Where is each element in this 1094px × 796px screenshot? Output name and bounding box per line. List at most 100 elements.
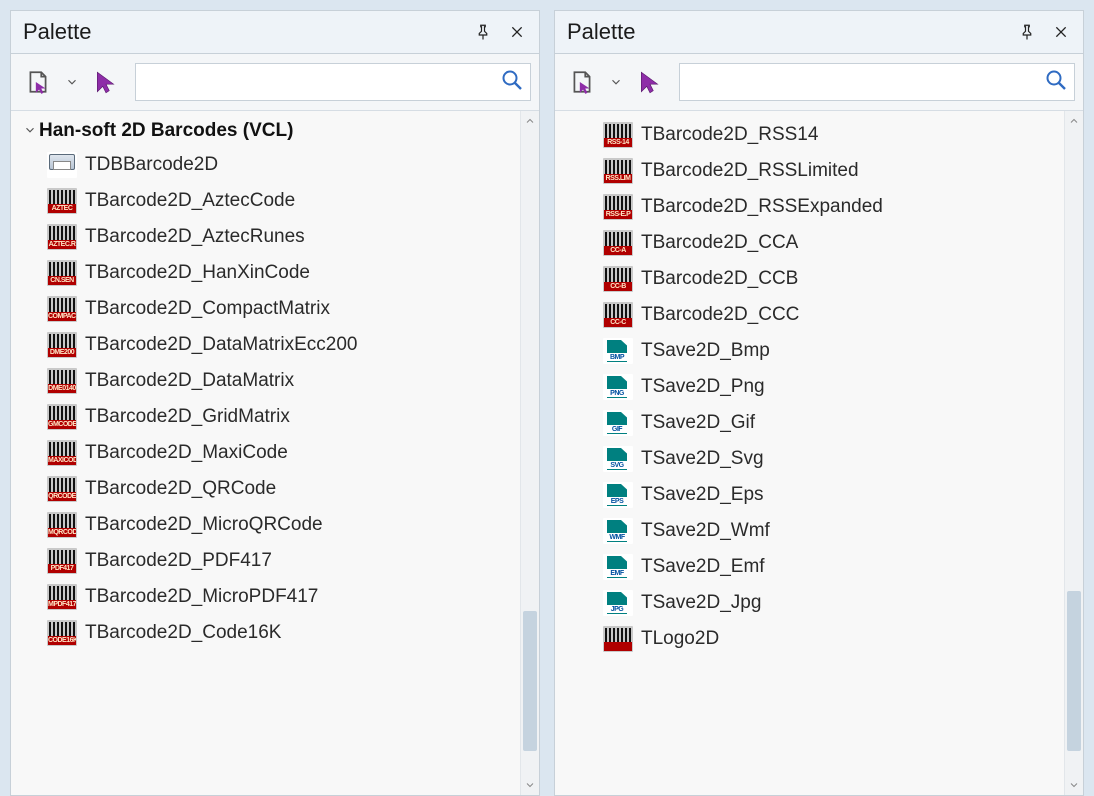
component-item[interactable]: TLogo2D: [559, 621, 1062, 657]
component-item[interactable]: AZTEC.R TBarcode2D_AztecRunes: [15, 219, 518, 255]
close-icon[interactable]: [503, 18, 531, 46]
search-box[interactable]: [679, 63, 1075, 101]
component-label: TBarcode2D_AztecRunes: [85, 226, 305, 248]
scrollbar-thumb[interactable]: [523, 611, 537, 751]
search-icon[interactable]: [500, 68, 524, 97]
component-list: RSS-14 TBarcode2D_RSS14 RSS.LIM TBarcode2D_…: [555, 111, 1064, 795]
component-item[interactable]: MPDF417TBarcode2D_MicroPDF417: [15, 579, 518, 615]
scroll-down-icon[interactable]: [521, 775, 539, 795]
component-icon: CN.SEN: [47, 260, 77, 286]
scroll-up-icon[interactable]: [1065, 111, 1083, 131]
component-item[interactable]: EMF TSave2D_Emf: [559, 549, 1062, 585]
component-item[interactable]: EPSTSave2D_Eps: [559, 477, 1062, 513]
pin-icon[interactable]: [1013, 18, 1041, 46]
search-box[interactable]: [135, 63, 531, 101]
vertical-scrollbar[interactable]: [1064, 111, 1083, 795]
palette-panel: Palette RSS-14 TBarcode2D_RSS14 RSS.LIM TBar…: [554, 10, 1084, 796]
component-item[interactable]: PNG TSave2D_Png: [559, 369, 1062, 405]
component-item[interactable]: MAXICODETBarcode2D_MaxiCode: [15, 435, 518, 471]
pin-icon[interactable]: [469, 18, 497, 46]
component-item[interactable]: DME0140TBarcode2D_DataMatrix: [15, 363, 518, 399]
component-label: TBarcode2D_RSS14: [641, 124, 818, 146]
component-item[interactable]: SVG TSave2D_Svg: [559, 441, 1062, 477]
component-icon: PDF417: [47, 548, 77, 574]
component-item[interactable]: GIFTSave2D_Gif: [559, 405, 1062, 441]
component-icon: RSS-E.P: [603, 194, 633, 220]
component-icon: PNG: [603, 374, 633, 400]
component-label: TBarcode2D_MicroPDF417: [85, 586, 318, 608]
component-label: TBarcode2D_QRCode: [85, 478, 276, 500]
search-input[interactable]: [144, 72, 500, 92]
component-icon: RSS-14: [603, 122, 633, 148]
component-item[interactable]: JPG TSave2D_Jpg: [559, 585, 1062, 621]
vertical-scrollbar[interactable]: [520, 111, 539, 795]
component-item[interactable]: DME200 TBarcode2D_DataMatrixEcc200: [15, 327, 518, 363]
category-row[interactable]: Han-soft 2D Barcodes (VCL): [15, 117, 518, 147]
component-item[interactable]: CC-BTBarcode2D_CCB: [559, 261, 1062, 297]
palette-toolbar: [11, 54, 539, 111]
panel-title: Palette: [23, 19, 463, 45]
scroll-down-icon[interactable]: [1065, 775, 1083, 795]
component-icon: [47, 152, 77, 178]
component-item[interactable]: CC-ATBarcode2D_CCA: [559, 225, 1062, 261]
component-label: TDBBarcode2D: [85, 154, 218, 176]
component-label: TBarcode2D_RSSLimited: [641, 160, 859, 182]
component-label: TBarcode2D_HanXinCode: [85, 262, 310, 284]
component-icon: BMP: [603, 338, 633, 364]
component-label: TSave2D_Emf: [641, 556, 765, 578]
component-icon: WMF: [603, 518, 633, 544]
component-icon: QRCODE: [47, 476, 77, 502]
component-label: TBarcode2D_DataMatrixEcc200: [85, 334, 357, 356]
component-item[interactable]: MQRCODETBarcode2D_MicroQRCode: [15, 507, 518, 543]
component-item[interactable]: PDF417 TBarcode2D_PDF417: [15, 543, 518, 579]
panel-titlebar: Palette: [555, 11, 1083, 54]
search-input[interactable]: [688, 72, 1044, 92]
new-component-icon[interactable]: [565, 65, 599, 99]
component-item[interactable]: TDBBarcode2D: [15, 147, 518, 183]
component-icon: DME0140: [47, 368, 77, 394]
new-component-icon[interactable]: [21, 65, 55, 99]
component-icon: [603, 626, 633, 652]
component-label: TBarcode2D_Code16K: [85, 622, 281, 644]
chevron-down-icon[interactable]: [21, 123, 39, 140]
component-item[interactable]: BMPTSave2D_Bmp: [559, 333, 1062, 369]
component-icon: SVG: [603, 446, 633, 472]
component-label: TSave2D_Png: [641, 376, 765, 398]
component-item[interactable]: CC-CTBarcode2D_CCC: [559, 297, 1062, 333]
component-icon: JPG: [603, 590, 633, 616]
component-label: TBarcode2D_MicroQRCode: [85, 514, 323, 536]
component-icon: EMF: [603, 554, 633, 580]
component-item[interactable]: GMCODETBarcode2D_GridMatrix: [15, 399, 518, 435]
component-icon: DME200: [47, 332, 77, 358]
dropdown-chevron-icon[interactable]: [605, 75, 627, 89]
component-item[interactable]: QRCODE TBarcode2D_QRCode: [15, 471, 518, 507]
dropdown-chevron-icon[interactable]: [61, 75, 83, 89]
component-item[interactable]: AZTECTBarcode2D_AztecCode: [15, 183, 518, 219]
close-icon[interactable]: [1047, 18, 1075, 46]
category-label: Han-soft 2D Barcodes (VCL): [39, 120, 293, 142]
component-icon: RSS.LIM: [603, 158, 633, 184]
search-icon[interactable]: [1044, 68, 1068, 97]
scroll-up-icon[interactable]: [521, 111, 539, 131]
component-icon: GMCODE: [47, 404, 77, 430]
component-icon: AZTEC.R: [47, 224, 77, 250]
pointer-icon[interactable]: [89, 65, 123, 99]
component-label: TSave2D_Wmf: [641, 520, 770, 542]
component-item[interactable]: RSS-14 TBarcode2D_RSS14: [559, 117, 1062, 153]
component-label: TBarcode2D_CCB: [641, 268, 798, 290]
pointer-icon[interactable]: [633, 65, 667, 99]
component-icon: COMPACT: [47, 296, 77, 322]
component-item[interactable]: CODE16KTBarcode2D_Code16K: [15, 615, 518, 651]
component-item[interactable]: CN.SEN TBarcode2D_HanXinCode: [15, 255, 518, 291]
component-item[interactable]: RSS.LIM TBarcode2D_RSSLimited: [559, 153, 1062, 189]
component-label: TBarcode2D_PDF417: [85, 550, 272, 572]
component-icon: EPS: [603, 482, 633, 508]
component-item[interactable]: RSS-E.P TBarcode2D_RSSExpanded: [559, 189, 1062, 225]
component-label: TSave2D_Svg: [641, 448, 764, 470]
component-item[interactable]: WMF TSave2D_Wmf: [559, 513, 1062, 549]
component-label: TBarcode2D_RSSExpanded: [641, 196, 883, 218]
scrollbar-thumb[interactable]: [1067, 591, 1081, 751]
component-icon: MAXICODE: [47, 440, 77, 466]
component-item[interactable]: COMPACTTBarcode2D_CompactMatrix: [15, 291, 518, 327]
component-label: TSave2D_Jpg: [641, 592, 761, 614]
